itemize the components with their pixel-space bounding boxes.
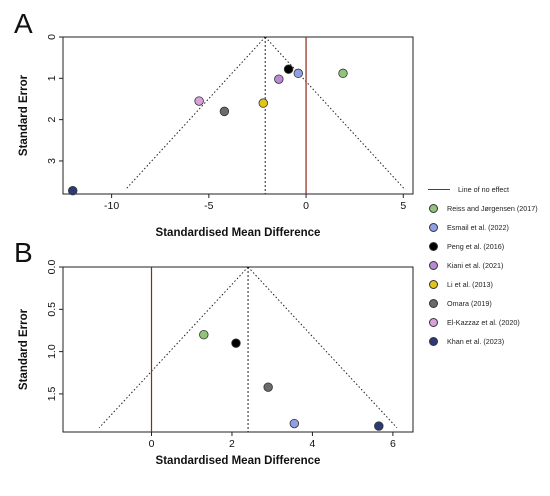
legend-item: Peng et al. (2016) [428,237,548,256]
legend-item: Khan et al. (2023) [428,332,548,351]
data-point [194,96,204,106]
legend-no-effect-label: Line of no effect [458,185,510,194]
legend-label: El-Kazzaz et al. (2020) [447,318,520,327]
legend-label: Omara (2019) [447,299,492,308]
panel-label: B [14,237,33,268]
data-point [338,68,348,79]
y-tick-label: 0.5 [46,302,58,317]
y-tick-label: 1.0 [46,344,58,359]
data-point [199,329,209,340]
legend-item: Li et al. (2013) [428,275,548,294]
legend-item: Omara (2019) [428,294,548,313]
y-tick-label: 1 [46,75,58,81]
legend-label: Peng et al. (2016) [447,242,505,251]
x-tick-label: -5 [204,200,213,212]
legend-marker [429,318,438,327]
x-tick-label: 5 [400,200,406,212]
legend-marker [429,242,438,251]
legend: Line of no effect Reiss and Jørgensen (2… [428,180,548,351]
data-point [374,421,384,431]
data-point [219,106,230,117]
legend-label: Reiss and Jørgensen (2017) [447,204,538,213]
y-tick-label: 3 [46,158,58,164]
legend-item: Kiani et al. (2021) [428,256,548,275]
data-point [283,64,294,74]
x-tick-label: 4 [310,438,316,450]
legend-marker [429,337,438,346]
legend-marker [429,223,438,232]
funnel-left-boundary [124,36,266,191]
legend-item-no-effect: Line of no effect [428,180,548,199]
funnel-right-boundary [264,36,406,191]
x-tick-label: -10 [104,200,119,212]
data-point [289,418,300,429]
legend-marker [429,299,438,308]
legend-label: Esmail et al. (2022) [447,223,509,232]
plot-frame [62,266,414,433]
legend-marker [429,261,438,270]
plot-frame [62,36,414,195]
x-tick-label: 6 [390,438,396,450]
y-tick-label: 1.5 [46,386,58,401]
legend-marker [429,280,438,289]
data-point [68,185,78,196]
x-tick-label: 2 [229,438,235,450]
data-point [231,338,241,348]
y-tick-label: 0.0 [46,260,58,275]
legend-item: Reiss and Jørgensen (2017) [428,199,548,218]
legend-item: El-Kazzaz et al. (2020) [428,313,548,332]
data-point [274,74,284,84]
funnel-right-boundary [247,266,398,429]
legend-label: Li et al. (2013) [447,280,493,289]
data-point [263,382,273,392]
y-axis-label: Standard Error [18,308,30,390]
legend-label: Kiani et al. (2021) [447,261,504,270]
legend-marker [429,204,438,213]
y-tick-label: 0 [46,34,58,40]
x-tick-label: 0 [149,438,155,450]
data-point [293,68,303,79]
panel-label: A [14,8,33,39]
x-tick-label: 0 [303,200,309,212]
x-axis-label: Standardised Mean Difference [156,455,321,467]
y-tick-label: 2 [46,117,58,123]
legend-label: Khan et al. (2023) [447,337,505,346]
y-axis-label: Standard Error [18,74,30,156]
no-effect-line-swatch [428,188,450,191]
legend-item: Esmail et al. (2022) [428,218,548,237]
x-axis-label: Standardised Mean Difference [156,227,321,239]
data-point [258,98,268,108]
funnel-left-boundary [98,266,249,429]
